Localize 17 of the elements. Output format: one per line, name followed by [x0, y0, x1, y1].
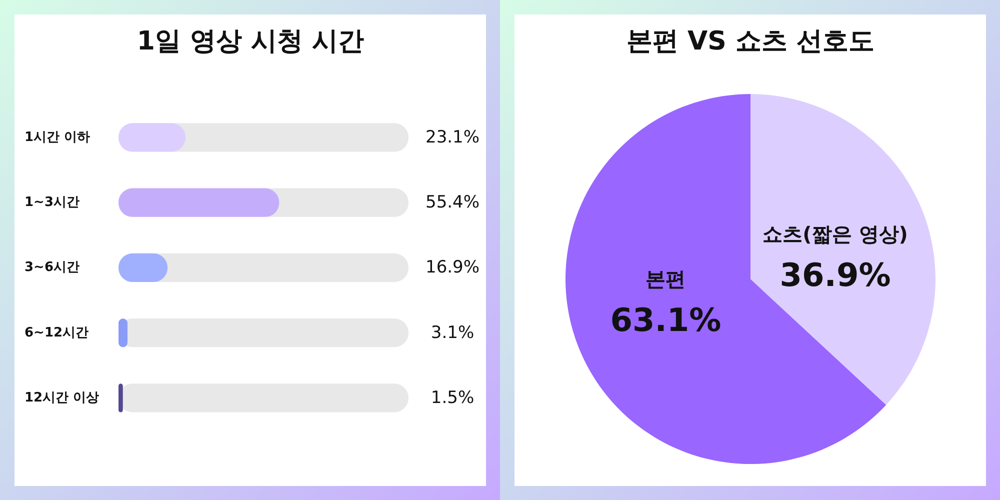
- category-label: 1시간 이하: [24, 130, 90, 145]
- category-label: 12시간 이상: [24, 390, 100, 406]
- data-label: 1.5%: [430, 388, 474, 408]
- slice-label: 본편: [646, 267, 686, 292]
- data-label: 3.1%: [430, 322, 474, 343]
- data-label: 63.1%: [610, 300, 722, 339]
- bar: [118, 384, 123, 412]
- category-label: 6~12시간: [24, 325, 89, 340]
- data-label: 55.4%: [426, 192, 480, 213]
- chart-title: 본편 VS 쇼츠 선호도: [626, 26, 875, 56]
- data-label: 23.1%: [426, 127, 480, 148]
- data-label: 16.9%: [426, 258, 480, 278]
- chart-title: 1일 영상 시청 시간: [136, 26, 364, 56]
- data-label: 36.9%: [780, 256, 891, 294]
- category-label: 3~6시간: [24, 260, 80, 276]
- category-label: 1~3시간: [24, 195, 80, 210]
- slice-label: 쇼츠(짧은 영상): [762, 222, 908, 246]
